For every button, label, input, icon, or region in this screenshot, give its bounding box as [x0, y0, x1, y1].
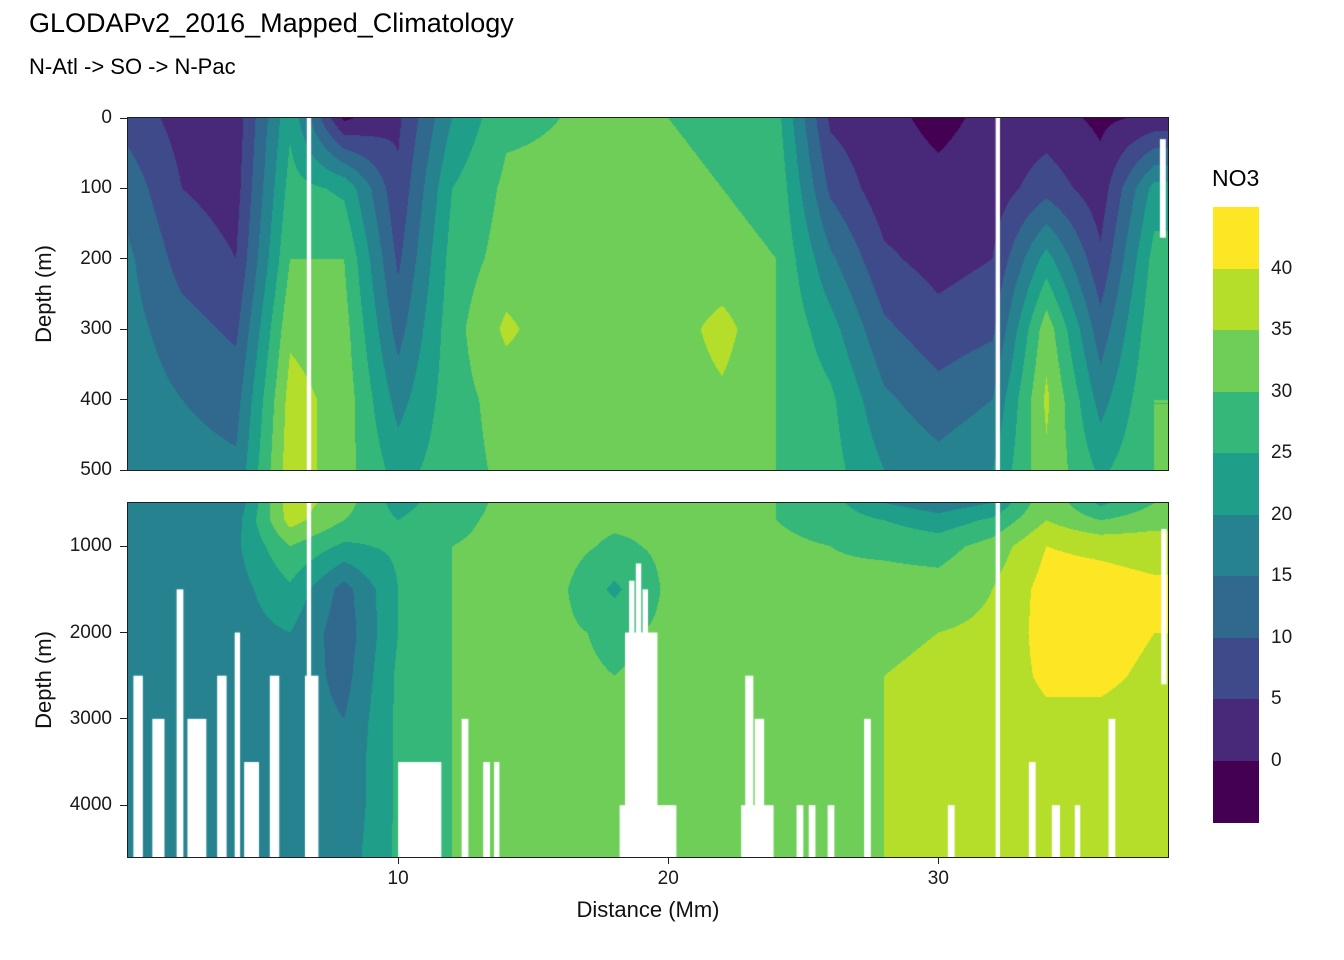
y-tick-mark [120, 632, 127, 633]
y-tick-label: 500 [80, 459, 112, 480]
legend-colorbar [1213, 207, 1259, 823]
y-tick-mark [120, 187, 127, 189]
y-tick-mark [120, 117, 127, 119]
y-tick-mark [120, 718, 127, 720]
x-tick-mark [667, 857, 669, 864]
y-tick-label: 1000 [69, 535, 112, 557]
legend-tick-label: 30 [1271, 380, 1293, 402]
x-tick-label: 30 [927, 868, 949, 889]
legend-tick-label: 40 [1271, 257, 1293, 279]
legend-colorband [1213, 760, 1259, 823]
y-tick-label: 0 [101, 107, 112, 128]
x-tick-label: 10 [387, 868, 409, 889]
legend-tick-label: 20 [1271, 503, 1293, 525]
contour-panel-lower [127, 502, 1169, 858]
y-tick-mark [120, 469, 127, 471]
y-tick-mark [120, 399, 127, 401]
y-tick-mark [120, 545, 127, 547]
y-tick-label: 400 [80, 388, 112, 410]
legend-tick-label: 10 [1271, 626, 1293, 648]
legend-colorband [1213, 268, 1259, 331]
legend-colorband [1213, 453, 1259, 515]
legend-colorband [1213, 391, 1259, 454]
y-tick-label: 300 [80, 318, 112, 340]
legend-colorband [1213, 207, 1259, 269]
legend-colorband [1213, 637, 1259, 700]
plot-subtitle: N-Atl -> SO -> N-Pac [29, 54, 236, 79]
x-tick-mark [937, 857, 939, 864]
x-tick-mark [397, 857, 399, 864]
y-tick-label: 4000 [69, 794, 112, 816]
contour-panel-upper [127, 117, 1169, 471]
contour-canvas-lower [128, 503, 1168, 857]
legend-title: NO3 [1212, 165, 1260, 191]
legend-colorband [1213, 699, 1259, 761]
y-tick-label: 2000 [69, 621, 112, 643]
y-tick-mark [120, 804, 127, 806]
y-tick-label: 200 [80, 247, 112, 269]
contour-canvas-upper [128, 118, 1168, 470]
legend-colorband [1213, 330, 1259, 392]
legend-colorband [1213, 576, 1259, 638]
plot-title: GLODAPv2_2016_Mapped_Climatology [29, 8, 514, 38]
legend-tick-label: 5 [1271, 688, 1282, 709]
y-tick-mark [120, 258, 127, 260]
x-axis-label: Distance (Mm) [576, 897, 720, 922]
legend-colorband [1213, 514, 1259, 577]
y-tick-label: 100 [80, 177, 112, 199]
legend-tick-label: 15 [1271, 565, 1293, 586]
legend-tick-label: 25 [1271, 442, 1293, 463]
legend-tick-label: 0 [1271, 749, 1282, 771]
y-tick-label: 3000 [69, 707, 112, 729]
y-tick-mark [120, 328, 127, 330]
x-tick-label: 20 [657, 868, 679, 889]
legend-tick-label: 35 [1271, 319, 1293, 340]
